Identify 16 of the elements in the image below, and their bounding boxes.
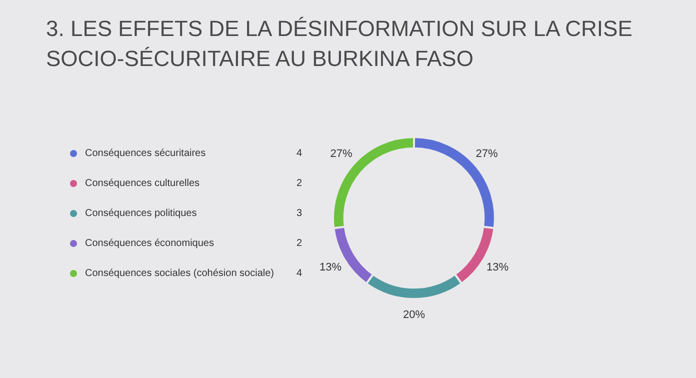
text: 2 bbox=[295, 178, 302, 188]
chart-title: 3. LES EFFETS DE LA DÉSINFORMATION SUR LA CRISE SOCIO-SÉCURITAIRE AU BURKINA FASO bbox=[46, 15, 634, 73]
text: 4 bbox=[295, 268, 302, 278]
data-label: 20% bbox=[402, 309, 426, 322]
legend-label: Conséquences économiques bbox=[85, 238, 215, 248]
data-label: 13% bbox=[319, 261, 342, 274]
text: 4 bbox=[295, 148, 302, 158]
data-label: 13% bbox=[486, 261, 509, 274]
data-label: 27% bbox=[330, 148, 352, 160]
text: 2 bbox=[295, 238, 302, 248]
legend-label: Conséquences culturelles bbox=[85, 178, 201, 188]
data-label: 27% bbox=[476, 148, 498, 160]
legend-label: Conséquences sécuritaires bbox=[85, 148, 207, 158]
legend-label: Conséquences sociales (cohésion sociale) bbox=[85, 268, 275, 278]
text: 3 bbox=[295, 208, 302, 218]
legend-label: Conséquences politiques bbox=[85, 208, 198, 218]
